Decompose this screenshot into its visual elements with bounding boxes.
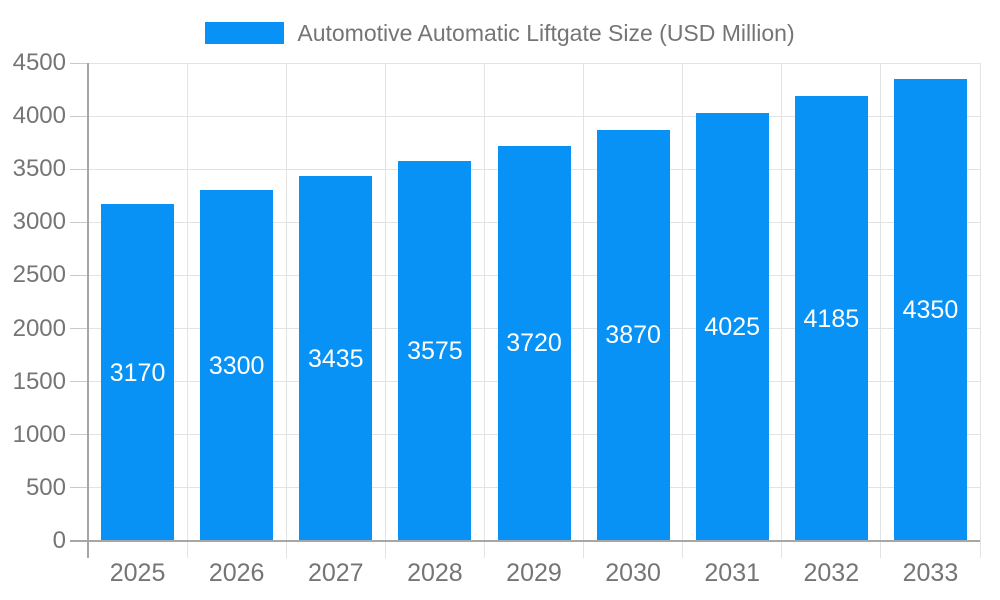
x-tick-label: 2033 xyxy=(902,559,959,587)
bar-value-label: 4025 xyxy=(704,313,761,342)
gridline-vertical xyxy=(781,63,783,558)
legend-swatch[interactable] xyxy=(205,22,285,44)
y-axis-tick xyxy=(70,328,88,330)
y-axis-tick xyxy=(70,62,88,64)
x-tick-label: 2027 xyxy=(307,559,364,587)
y-axis-tick xyxy=(70,168,88,170)
bar-value-label: 3720 xyxy=(506,329,562,358)
bar-value-label: 3870 xyxy=(605,321,661,350)
bar-2030[interactable]: 3870 xyxy=(596,129,670,541)
x-tick-label: 2030 xyxy=(605,559,661,587)
y-axis-tick xyxy=(70,115,88,117)
bar-value-label: 3170 xyxy=(109,358,166,387)
bar-2027[interactable]: 3435 xyxy=(299,176,373,541)
bar-2032[interactable]: 4185 xyxy=(794,96,868,541)
bar-value-label: 4350 xyxy=(902,295,959,324)
bar-value-label: 3300 xyxy=(208,351,265,380)
bar-2025[interactable]: 3170 xyxy=(101,204,175,541)
gridline-vertical xyxy=(682,63,684,558)
gridline-vertical xyxy=(880,63,882,558)
y-axis-tick xyxy=(70,434,88,436)
gridline-vertical xyxy=(583,63,585,558)
plot-area: 0 500 1000 1500 2000 2500 3000 3500 4000 4500 3170… xyxy=(13,49,981,587)
bar-2026[interactable]: 3300 xyxy=(200,190,274,541)
gridline-horizontal xyxy=(88,62,980,64)
y-axis-tick xyxy=(70,381,88,383)
legend-label[interactable]: Automotive Automatic Liftgate Size (USD … xyxy=(297,19,795,46)
bar-2033[interactable]: 4350 xyxy=(893,78,967,541)
gridline-vertical xyxy=(186,63,188,558)
y-tick-label: 3000 xyxy=(12,208,66,236)
y-tick-label: 1500 xyxy=(12,367,66,395)
x-tick-label: 2026 xyxy=(208,559,265,587)
x-tick-label: 2028 xyxy=(407,559,463,587)
bar-value-label: 3435 xyxy=(307,344,364,373)
gridline-horizontal xyxy=(88,115,980,117)
chart-legend[interactable]: Automotive Automatic Liftgate Size (USD … xyxy=(0,20,1000,46)
y-tick-label: 3500 xyxy=(12,155,66,183)
bar-2031[interactable]: 4025 xyxy=(695,113,769,541)
bar-2028[interactable]: 3575 xyxy=(398,161,472,541)
y-axis-tick xyxy=(70,274,88,276)
x-tick-label: 2032 xyxy=(803,559,860,587)
y-tick-label: 2000 xyxy=(12,314,66,342)
x-axis-line xyxy=(70,540,980,542)
y-tick-label: 1000 xyxy=(12,420,66,448)
gridline-vertical xyxy=(384,63,386,558)
y-tick-label: 4500 xyxy=(12,49,66,76)
x-tick-label: 2025 xyxy=(109,559,166,587)
y-tick-label: 2500 xyxy=(12,261,66,289)
x-tick-label: 2029 xyxy=(506,559,562,587)
gridline-vertical xyxy=(285,63,287,558)
gridline-vertical xyxy=(483,63,485,558)
y-axis-tick xyxy=(70,221,88,223)
y-tick-label: 4000 xyxy=(12,102,66,130)
y-axis-tick xyxy=(70,487,88,489)
y-tick-label: 0 xyxy=(52,527,66,554)
bar-value-label: 4185 xyxy=(803,304,860,333)
bar-2029[interactable]: 3720 xyxy=(497,145,571,541)
gridline-vertical xyxy=(979,63,981,558)
y-tick-label: 500 xyxy=(25,473,66,501)
bar-value-label: 3575 xyxy=(407,337,463,366)
x-tick-label: 2031 xyxy=(704,559,761,587)
y-axis-line xyxy=(87,63,89,558)
